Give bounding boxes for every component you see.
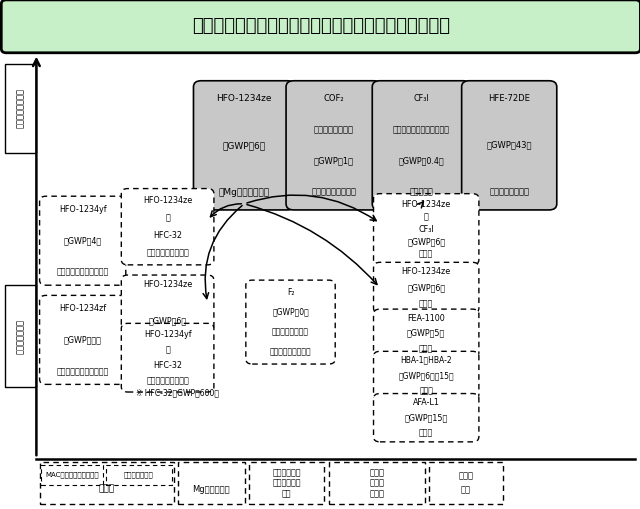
FancyBboxPatch shape	[1, 0, 640, 53]
Bar	[5, 64, 36, 153]
Text: HFO-1234ze: HFO-1234ze	[216, 94, 272, 103]
Text: クリーニングガス）: クリーニングガス）	[269, 347, 311, 356]
Text: ＋: ＋	[165, 346, 170, 354]
FancyBboxPatch shape	[374, 193, 479, 265]
Text: HFC-32: HFC-32	[153, 231, 182, 240]
Text: 〔GWP不詳〕: 〔GWP不詳〕	[64, 335, 102, 345]
Text: 開発・研究段階: 開発・研究段階	[16, 319, 25, 354]
Text: HFO-1234ze: HFO-1234ze	[401, 201, 451, 209]
Text: 〔GWP＝5〕: 〔GWP＝5〕	[407, 329, 445, 338]
Text: 〔GWP＝4〕: 〔GWP＝4〕	[63, 236, 102, 245]
Bar	[41, 465, 104, 485]
Text: 噴射剤: 噴射剤	[369, 478, 384, 488]
Text: HFO-1234yf: HFO-1234yf	[144, 330, 191, 339]
Text: フッ化カルボニル: フッ化カルボニル	[314, 125, 354, 134]
Text: MAC（カーエアコン）等: MAC（カーエアコン）等	[45, 472, 99, 478]
Text: HFO-1234ze: HFO-1234ze	[401, 267, 451, 276]
Text: 〔GWP＝6，＜15〕: 〔GWP＝6，＜15〕	[398, 371, 454, 380]
FancyBboxPatch shape	[374, 351, 479, 400]
Text: 〔冷凍空調用冷媒〕: 〔冷凍空調用冷媒〕	[146, 377, 189, 386]
Text: 〔GWP＝0.4〕: 〔GWP＝0.4〕	[399, 156, 444, 165]
Bar	[40, 462, 173, 504]
Text: （洗浄剤・溶剤）: （洗浄剤・溶剤）	[489, 188, 529, 196]
Text: 〔GWP＝6〕: 〔GWP＝6〕	[223, 141, 266, 150]
Text: ガス: ガス	[282, 489, 291, 498]
FancyBboxPatch shape	[374, 393, 479, 442]
Text: 〔GWP＝6〕: 〔GWP＝6〕	[148, 317, 187, 326]
Text: 発泡剤: 発泡剤	[419, 344, 433, 353]
Text: Mgカバーガス: Mgカバーガス	[192, 485, 230, 494]
Text: CF₃I: CF₃I	[419, 225, 434, 234]
Text: 市販・実用化段階: 市販・実用化段階	[16, 89, 25, 128]
FancyBboxPatch shape	[122, 323, 214, 392]
Text: ヨウ化トリフルオロメタン: ヨウ化トリフルオロメタン	[393, 125, 450, 134]
FancyBboxPatch shape	[193, 81, 295, 210]
FancyBboxPatch shape	[286, 81, 381, 210]
Text: （Mgカバーガス）: （Mgカバーガス）	[219, 188, 270, 196]
Text: HFO-1234zf: HFO-1234zf	[59, 304, 106, 313]
FancyBboxPatch shape	[40, 295, 126, 384]
Text: エッチング・: エッチング・	[273, 468, 301, 477]
Text: 発泡剤: 発泡剤	[419, 299, 433, 308]
Text: 〔GWP＜15〕: 〔GWP＜15〕	[404, 413, 448, 422]
Text: FEA-1100: FEA-1100	[407, 314, 445, 323]
Text: 噴射剤: 噴射剤	[419, 249, 433, 258]
Text: （カーエアコン用冷媒）: （カーエアコン用冷媒）	[56, 367, 109, 376]
Bar	[106, 465, 172, 485]
Text: F₂: F₂	[287, 288, 294, 297]
Text: クリーニング: クリーニング	[273, 478, 301, 488]
FancyBboxPatch shape	[374, 262, 479, 313]
FancyBboxPatch shape	[122, 275, 214, 331]
Text: 〔GWP＝0〕: 〔GWP＝0〕	[272, 308, 309, 317]
FancyBboxPatch shape	[40, 196, 126, 285]
Text: CF₃I: CF₃I	[413, 94, 429, 103]
Text: 〔GWP＝6〕: 〔GWP＝6〕	[407, 283, 445, 292]
FancyBboxPatch shape	[122, 188, 214, 265]
Text: HFO-1234yf: HFO-1234yf	[59, 205, 106, 214]
Text: HFO-1234ze: HFO-1234ze	[143, 196, 192, 205]
Text: 〔GWP＝43〕: 〔GWP＝43〕	[486, 141, 532, 150]
FancyBboxPatch shape	[246, 280, 335, 364]
Text: （エッチングガス）: （エッチングガス）	[311, 188, 356, 196]
Text: 発泡剤: 発泡剤	[419, 429, 433, 437]
Text: （カーエアコン用冷媒）: （カーエアコン用冷媒）	[56, 268, 109, 277]
Text: HFE-72DE: HFE-72DE	[488, 94, 530, 103]
Text: （太陽電池製造用: （太陽電池製造用	[272, 327, 309, 336]
Text: 新規フロン代替物質の開発・実用化等の状況について: 新規フロン代替物質の開発・実用化等の状況について	[192, 17, 450, 35]
Text: ※ HFC-32〔GWP＝600〕: ※ HFC-32〔GWP＝600〕	[136, 388, 219, 398]
Bar	[5, 285, 36, 387]
FancyBboxPatch shape	[374, 309, 479, 357]
Text: 〔冷凍空調用冷媒〕: 〔冷凍空調用冷媒〕	[146, 249, 189, 258]
Text: 洗浄剤: 洗浄剤	[458, 472, 474, 480]
Bar	[329, 462, 424, 504]
Text: ＋: ＋	[424, 213, 429, 221]
Text: COF₂: COF₂	[323, 94, 344, 103]
Bar	[429, 462, 502, 504]
Text: 発泡剤: 発泡剤	[419, 386, 433, 395]
Text: 〔GWP＜6〕: 〔GWP＜6〕	[407, 237, 445, 246]
Text: 発泡剤: 発泡剤	[369, 489, 384, 498]
Text: 溶剤: 溶剤	[461, 486, 471, 495]
Text: 冷　媒: 冷 媒	[99, 485, 115, 494]
Bar	[177, 462, 244, 504]
Text: HFO-1234ze: HFO-1234ze	[143, 280, 192, 289]
Text: 定置型冷凍空調: 定置型冷凍空調	[124, 472, 154, 478]
Text: 消火剤: 消火剤	[369, 468, 384, 477]
FancyBboxPatch shape	[461, 81, 557, 210]
Text: AFA-L1: AFA-L1	[413, 398, 440, 407]
Text: HFC-32: HFC-32	[153, 361, 182, 370]
Text: 〔GWP＜1〕: 〔GWP＜1〕	[314, 156, 354, 165]
Text: HBA-1，HBA-2: HBA-1，HBA-2	[401, 356, 452, 365]
Text: ＋: ＋	[165, 213, 170, 222]
Bar	[249, 462, 324, 504]
Text: （消火剤）: （消火剤）	[410, 188, 433, 196]
FancyBboxPatch shape	[372, 81, 470, 210]
